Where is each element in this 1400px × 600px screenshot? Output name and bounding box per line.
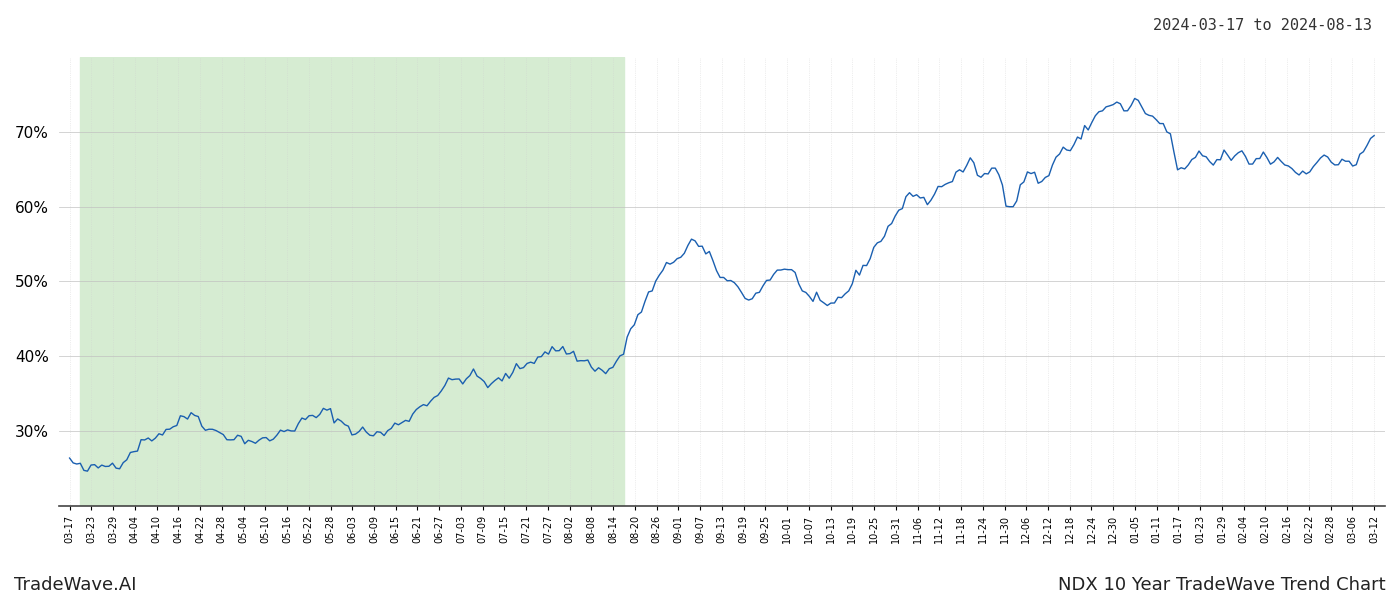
- Text: 2024-03-17 to 2024-08-13: 2024-03-17 to 2024-08-13: [1154, 18, 1372, 33]
- Text: NDX 10 Year TradeWave Trend Chart: NDX 10 Year TradeWave Trend Chart: [1058, 576, 1386, 594]
- Text: TradeWave.AI: TradeWave.AI: [14, 576, 137, 594]
- Bar: [80, 57, 624, 506]
